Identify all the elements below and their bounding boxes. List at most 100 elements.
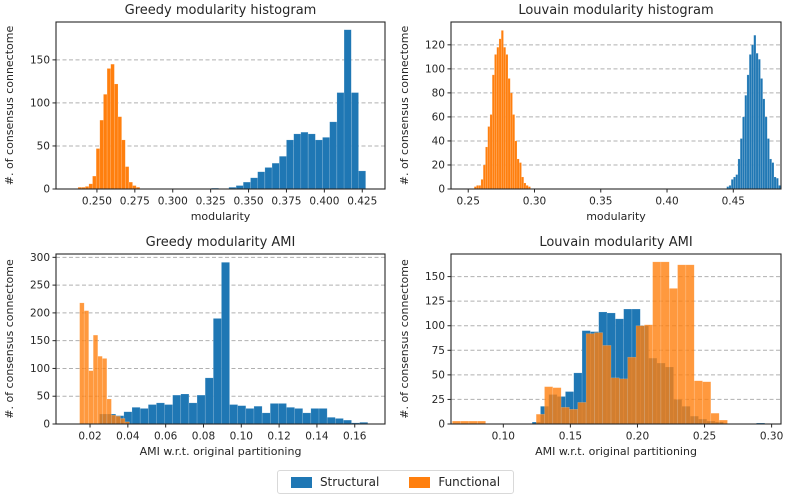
hist-bar xyxy=(110,63,115,190)
panel-louvain-modularity-histogram: 0.25 0.30 0.35 0.40 0.45 0 20 40 60 80 100 120 Louva… xyxy=(398,3,782,223)
hist-bar xyxy=(733,176,736,190)
y-tick-label: 150 xyxy=(30,335,50,347)
y-tick-label: 100 xyxy=(425,63,445,75)
hist-bar xyxy=(326,417,336,425)
hist-bar xyxy=(735,174,739,190)
hist-bar xyxy=(766,138,770,190)
hist-bar xyxy=(92,334,99,425)
hist-bar xyxy=(172,394,182,425)
hist-bar xyxy=(302,412,312,425)
hist-bar xyxy=(635,325,645,425)
y-tick-label: 0 xyxy=(43,419,50,431)
hist-bar xyxy=(343,419,352,425)
y-tick-label: 100 xyxy=(425,320,445,332)
hist-bar xyxy=(742,116,745,190)
plot-frame xyxy=(450,253,782,425)
hist-bar xyxy=(685,264,695,425)
x-tick-label: 0.25 xyxy=(457,196,480,208)
hist-bar xyxy=(523,182,527,190)
hist-bar xyxy=(669,288,678,425)
x-tick-label: 0.375 xyxy=(271,196,301,208)
y-tick-label: 75 xyxy=(432,345,445,357)
hist-bar xyxy=(148,404,157,425)
hist-bar xyxy=(180,393,190,425)
hist-bar xyxy=(702,381,712,425)
hist-bar xyxy=(693,380,703,425)
series-functional xyxy=(452,261,728,425)
hist-bar xyxy=(106,68,111,190)
hist-bar xyxy=(764,116,768,190)
hist-bar xyxy=(322,137,330,190)
hist-bar xyxy=(103,94,108,190)
hist-bar xyxy=(769,158,772,190)
hist-bar xyxy=(221,262,230,425)
x-tick-label: 0.275 xyxy=(120,196,150,208)
hist-bar xyxy=(514,140,518,190)
hist-bar xyxy=(242,181,251,190)
hist-bar xyxy=(188,402,198,425)
hist-bar xyxy=(660,261,670,425)
hist-bar xyxy=(229,404,238,425)
legend-row: Structural Functional xyxy=(0,467,791,502)
hist-bar xyxy=(744,95,748,190)
hist-bar xyxy=(293,133,302,190)
hist-bar xyxy=(544,386,554,425)
series-structural xyxy=(211,29,366,190)
x-tick-label: 0.30 xyxy=(760,431,783,443)
hist-bar xyxy=(516,158,520,190)
hist-bar xyxy=(83,310,89,425)
x-tick-label: 0.14 xyxy=(305,431,329,443)
hist-bar xyxy=(521,176,525,190)
panel-greedy-modularity-ami: 0.02 0.04 0.06 0.08 0.10 0.12 0.14 0.16 0 50 100 15… xyxy=(3,235,386,458)
hist-bar xyxy=(245,408,255,425)
hist-bar xyxy=(279,156,287,190)
hist-bar xyxy=(97,355,103,425)
hist-bar xyxy=(115,415,121,425)
hist-bar xyxy=(585,333,595,425)
hist-bar xyxy=(139,408,149,425)
hist-bar xyxy=(552,387,562,425)
hist-bar xyxy=(286,139,294,190)
series-structural xyxy=(99,262,369,425)
plot-frame xyxy=(55,253,386,425)
y-tick-label: 20 xyxy=(432,159,445,171)
hist-bar xyxy=(485,146,488,190)
y-tick-label: 80 xyxy=(432,87,445,99)
legend-item-functional: Functional xyxy=(409,475,500,489)
x-tick-label: 0.45 xyxy=(722,196,745,208)
panel-grid: 0.250 0.275 0.300 0.325 0.350 0.375 0.400 0.425… xyxy=(3,3,783,458)
plot-frame xyxy=(55,21,386,190)
x-tick-label: 0.425 xyxy=(347,196,377,208)
hist-bar xyxy=(102,358,108,425)
hist-bar xyxy=(250,177,258,190)
hist-bar xyxy=(271,162,280,190)
x-tick-label: 0.20 xyxy=(626,431,649,443)
hist-bar xyxy=(261,412,271,425)
hist-bar xyxy=(491,74,495,190)
x-tick-label: 0.10 xyxy=(492,431,515,443)
hist-bar xyxy=(92,175,97,190)
hist-bar xyxy=(318,408,328,425)
legend-swatch-structural xyxy=(290,476,312,488)
y-tick-label: 0 xyxy=(438,419,445,431)
y-tick-label: 40 xyxy=(432,135,445,147)
y-tick-label: 250 xyxy=(30,280,50,292)
x-tick-label: 0.40 xyxy=(655,196,678,208)
hist-bar xyxy=(760,78,763,190)
hist-bar xyxy=(748,54,752,190)
hist-bar xyxy=(79,302,85,425)
hist-bar xyxy=(560,407,570,425)
legend-item-structural: Structural xyxy=(290,475,379,489)
y-axis-label: #. of consensus connectome xyxy=(3,259,16,419)
hist-bar xyxy=(771,162,775,190)
hist-bar xyxy=(307,133,316,190)
hist-bar xyxy=(120,418,126,425)
x-tick-label: 0.02 xyxy=(78,431,101,443)
hist-bar xyxy=(286,407,295,425)
hist-bar xyxy=(336,92,345,190)
hist-bar xyxy=(111,414,117,425)
hist-bar xyxy=(269,403,279,425)
hist-bar xyxy=(358,170,366,190)
x-tick-label: 0.06 xyxy=(154,431,178,443)
x-axis-label: AMI w.r.t. original partitioning xyxy=(535,445,697,458)
